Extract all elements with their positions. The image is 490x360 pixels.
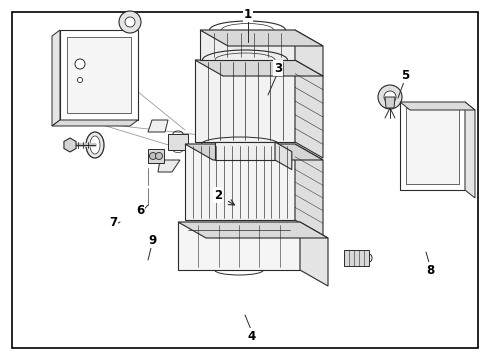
Polygon shape	[185, 144, 323, 160]
Polygon shape	[344, 250, 369, 266]
Polygon shape	[178, 222, 328, 238]
Polygon shape	[195, 60, 295, 142]
Polygon shape	[400, 102, 475, 110]
Polygon shape	[148, 149, 164, 163]
Polygon shape	[64, 138, 76, 152]
Text: 3: 3	[274, 62, 282, 75]
Text: 8: 8	[426, 264, 434, 276]
Text: 5: 5	[401, 68, 409, 81]
Polygon shape	[295, 60, 323, 158]
Polygon shape	[465, 102, 475, 198]
Circle shape	[378, 85, 402, 109]
Circle shape	[149, 153, 156, 159]
Circle shape	[384, 91, 396, 103]
Polygon shape	[215, 142, 275, 160]
Text: 4: 4	[248, 329, 256, 342]
Text: 9: 9	[148, 234, 156, 247]
Text: 6: 6	[136, 203, 144, 216]
Polygon shape	[60, 30, 138, 120]
Polygon shape	[295, 144, 323, 236]
Polygon shape	[185, 144, 295, 220]
Polygon shape	[200, 30, 323, 46]
Ellipse shape	[90, 136, 100, 154]
Polygon shape	[148, 120, 168, 132]
Text: 2: 2	[214, 189, 222, 202]
Polygon shape	[200, 30, 295, 60]
Polygon shape	[406, 108, 459, 184]
Circle shape	[75, 59, 85, 69]
Text: 1: 1	[244, 8, 252, 21]
Polygon shape	[178, 222, 300, 270]
Text: 7: 7	[109, 216, 117, 229]
Ellipse shape	[86, 132, 104, 158]
Circle shape	[119, 11, 141, 33]
Polygon shape	[400, 102, 465, 190]
Polygon shape	[158, 160, 180, 172]
Polygon shape	[67, 37, 131, 113]
Circle shape	[155, 153, 163, 159]
Circle shape	[77, 77, 82, 82]
Polygon shape	[52, 30, 60, 126]
Polygon shape	[295, 30, 323, 76]
Polygon shape	[168, 134, 188, 150]
Polygon shape	[300, 222, 328, 286]
Polygon shape	[52, 120, 138, 126]
Polygon shape	[195, 60, 323, 76]
Circle shape	[125, 17, 135, 27]
Polygon shape	[275, 142, 292, 170]
Polygon shape	[385, 97, 395, 108]
Polygon shape	[65, 47, 95, 92]
